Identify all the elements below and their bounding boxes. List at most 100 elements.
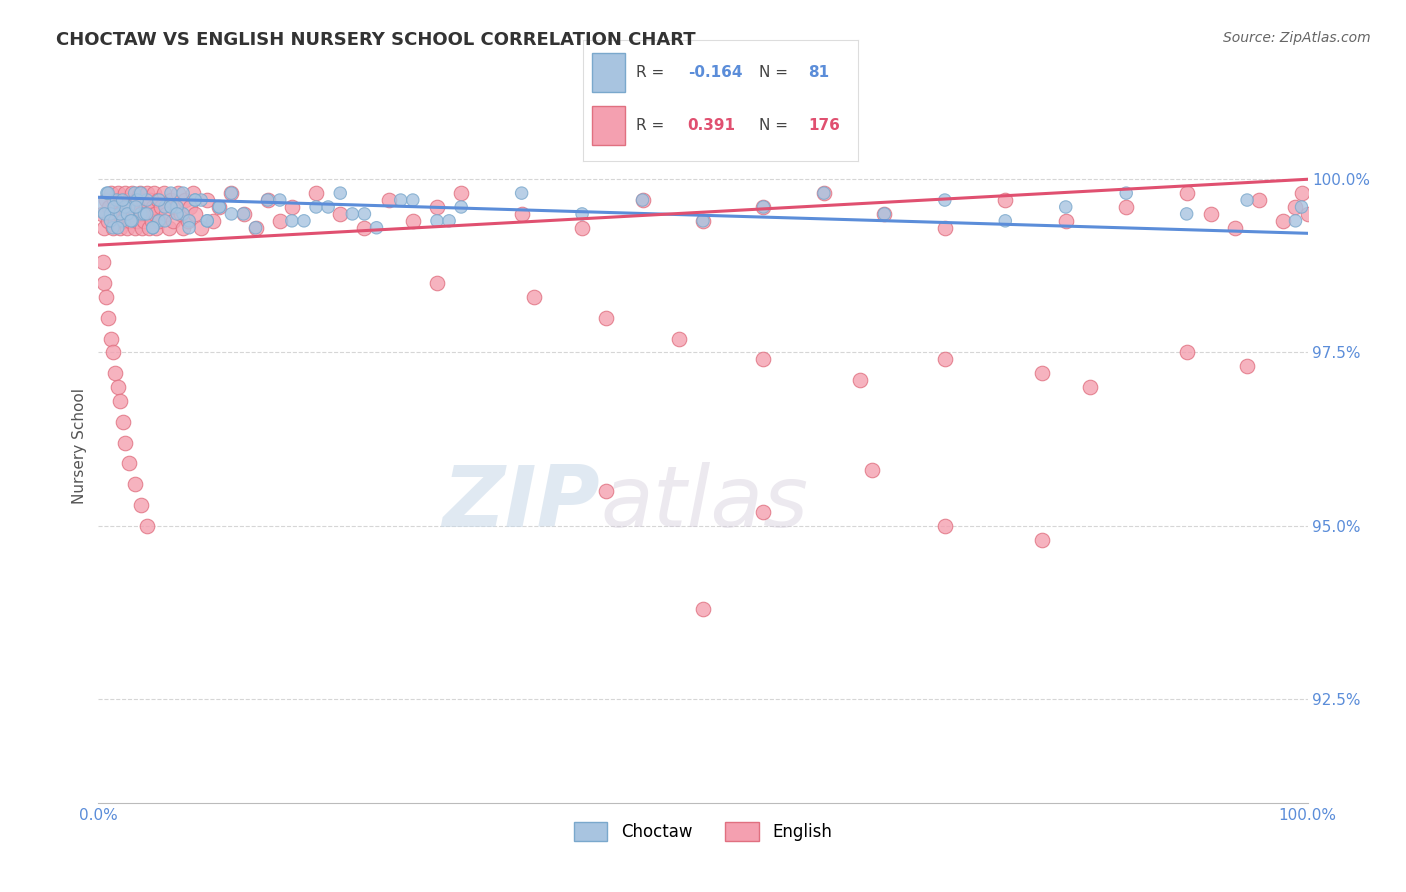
Point [172, 207, 194, 221]
Point [402, 214, 425, 228]
Point [510, 186, 533, 201]
Point [849, 373, 872, 387]
Point [129, 186, 152, 201]
Point [153, 214, 176, 228]
Point [148, 193, 170, 207]
Point [1236, 359, 1258, 374]
Point [107, 380, 129, 394]
Point [221, 186, 243, 201]
Point [631, 193, 654, 207]
Point [305, 200, 328, 214]
Text: N =: N = [759, 118, 787, 133]
Point [292, 214, 315, 228]
Point [179, 200, 201, 214]
Point [160, 200, 183, 214]
Point [1031, 366, 1053, 380]
Point [135, 207, 157, 221]
Text: atlas: atlas [600, 461, 808, 545]
Point [129, 207, 152, 221]
Point [160, 186, 183, 201]
Point [1054, 214, 1077, 228]
Point [1031, 533, 1053, 547]
Point [184, 193, 207, 207]
Point [160, 193, 183, 207]
Text: 0.391: 0.391 [688, 118, 735, 133]
Point [1078, 380, 1101, 394]
Point [1175, 345, 1198, 359]
Point [111, 415, 134, 429]
Point [1115, 186, 1137, 201]
Point [174, 193, 197, 207]
Point [165, 200, 187, 214]
Point [426, 214, 449, 228]
Point [117, 220, 139, 235]
Text: CHOCTAW VS ENGLISH NURSERY SCHOOL CORRELATION CHART: CHOCTAW VS ENGLISH NURSERY SCHOOL CORREL… [56, 31, 696, 49]
Text: 176: 176 [808, 118, 841, 133]
Point [752, 505, 775, 519]
Point [93, 276, 115, 290]
Point [108, 394, 131, 409]
Point [510, 207, 533, 221]
Point [208, 200, 231, 214]
Point [245, 220, 267, 235]
Point [1272, 214, 1295, 228]
Point [115, 207, 138, 221]
Point [100, 214, 122, 228]
Point [93, 207, 115, 221]
Text: -0.164: -0.164 [688, 65, 742, 80]
Point [108, 207, 131, 221]
Point [377, 193, 399, 207]
Point [94, 193, 117, 207]
Point [132, 193, 155, 207]
Point [256, 193, 278, 207]
Point [860, 463, 883, 477]
Point [692, 602, 714, 616]
Point [571, 220, 593, 235]
Point [305, 186, 328, 201]
Text: 81: 81 [808, 65, 830, 80]
Point [135, 518, 157, 533]
Point [353, 220, 375, 235]
Point [97, 214, 120, 228]
Point [190, 193, 212, 207]
Bar [592, 106, 624, 145]
Point [181, 186, 204, 201]
Point [108, 220, 131, 235]
Point [107, 186, 129, 201]
Point [142, 200, 165, 214]
Point [103, 200, 125, 214]
Point [190, 220, 212, 235]
Point [91, 200, 114, 214]
Point [148, 214, 170, 228]
Point [128, 186, 150, 201]
Point [269, 193, 291, 207]
Point [329, 207, 352, 221]
Point [122, 207, 145, 221]
Point [155, 207, 177, 221]
Point [91, 255, 114, 269]
Point [1236, 193, 1258, 207]
Point [100, 207, 122, 221]
Point [179, 220, 201, 235]
Point [1223, 220, 1246, 235]
Text: R =: R = [636, 65, 669, 80]
Point [121, 214, 143, 228]
Y-axis label: Nursery School: Nursery School [72, 388, 87, 504]
Point [631, 193, 654, 207]
Point [169, 207, 191, 221]
Point [595, 483, 617, 498]
Point [232, 207, 254, 221]
Point [97, 186, 120, 201]
Point [111, 214, 134, 228]
Point [120, 214, 142, 228]
Point [1175, 207, 1198, 221]
Point [104, 366, 127, 380]
Point [934, 352, 956, 367]
Point [135, 193, 157, 207]
Point [143, 186, 166, 201]
Point [1291, 186, 1313, 201]
Point [141, 214, 163, 228]
Point [152, 186, 174, 201]
Point [437, 214, 460, 228]
Point [114, 186, 136, 201]
